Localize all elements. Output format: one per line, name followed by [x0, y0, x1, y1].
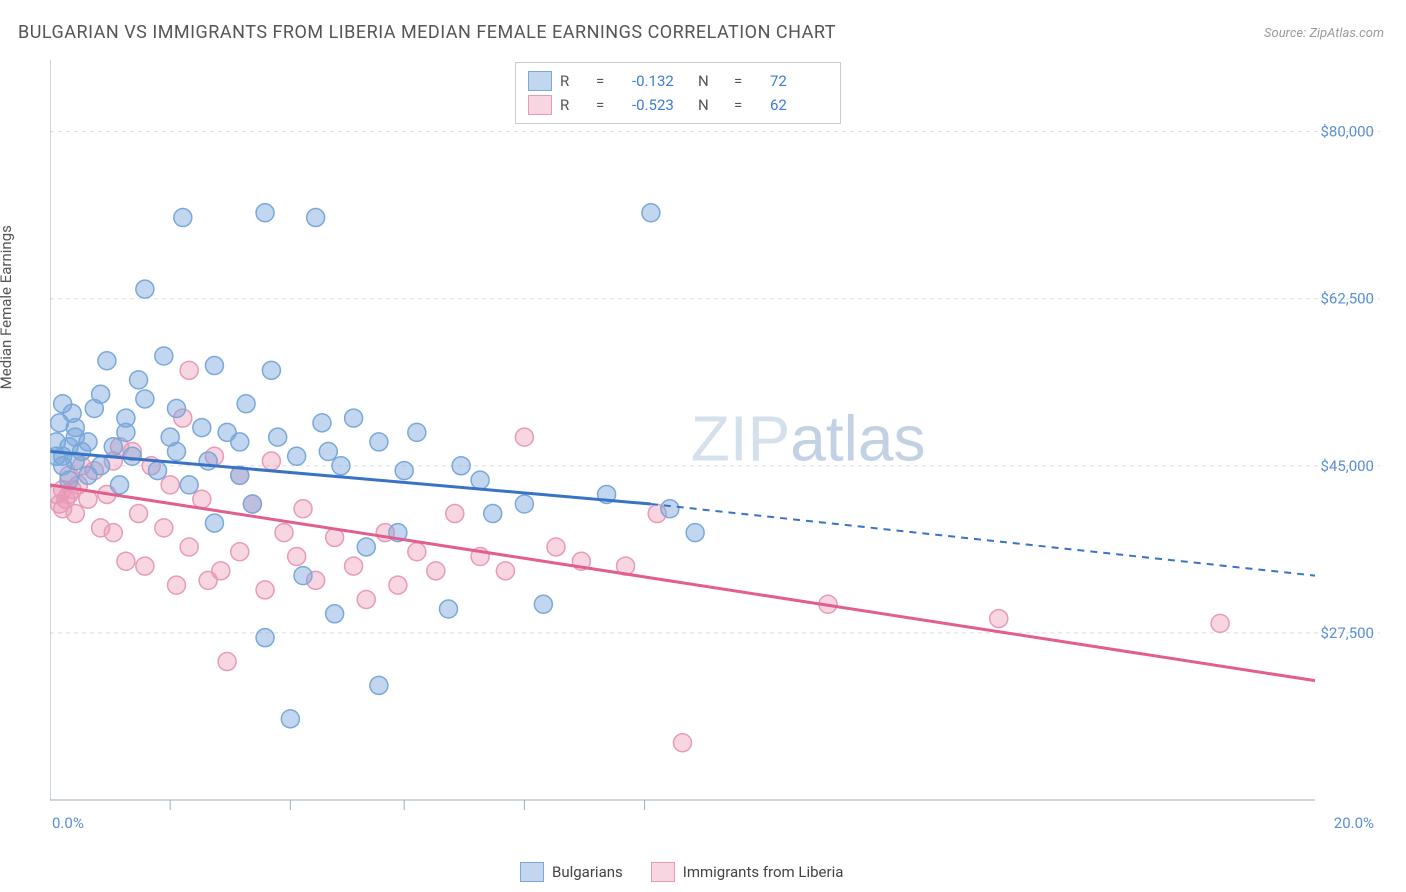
swatch-pink	[651, 862, 675, 882]
stats-r-label: R	[560, 72, 588, 90]
stats-equals: =	[596, 96, 624, 114]
stats-n-blue: 72	[770, 72, 828, 90]
chart-container: BULGARIAN VS IMMIGRANTS FROM LIBERIA MED…	[0, 0, 1406, 892]
y-axis-label: Median Female Earnings	[0, 225, 15, 389]
stats-equals: =	[734, 72, 762, 90]
stats-row-pink: R = -0.523 N = 62	[528, 93, 828, 117]
stats-row-blue: R = -0.132 N = 72	[528, 69, 828, 93]
stats-equals: =	[596, 72, 624, 90]
source-name: ZipAtlas.com	[1309, 26, 1384, 41]
svg-text:$27,500: $27,500	[1320, 624, 1374, 642]
legend-label-pink: Immigrants from Liberia	[683, 863, 844, 881]
swatch-blue	[520, 862, 544, 882]
svg-text:20.0%: 20.0%	[1334, 814, 1374, 830]
svg-text:$80,000: $80,000	[1320, 123, 1374, 141]
svg-text:ZIPatlas: ZIPatlas	[691, 402, 926, 474]
chart-area: $27,500 $45,000 $62,500 $80,000 ZIPatlas 0.0%…	[50, 60, 1380, 830]
stats-r-label: R	[560, 96, 588, 114]
legend-item-pink: Immigrants from Liberia	[651, 862, 844, 882]
plot-svg: $27,500 $45,000 $62,500 $80,000 ZIPatlas 0.0%…	[50, 60, 1380, 830]
stats-n-label: N	[698, 72, 726, 90]
svg-text:$45,000: $45,000	[1320, 457, 1374, 475]
svg-text:0.0%: 0.0%	[52, 814, 84, 830]
chart-title: BULGARIAN VS IMMIGRANTS FROM LIBERIA MED…	[18, 22, 836, 43]
stats-equals: =	[734, 96, 762, 114]
legend-label-blue: Bulgarians	[552, 863, 623, 881]
legend-item-blue: Bulgarians	[520, 862, 623, 882]
swatch-pink	[528, 95, 552, 115]
bottom-legend: Bulgarians Immigrants from Liberia	[520, 862, 843, 882]
stats-r-pink: -0.523	[632, 96, 690, 114]
source-prefix: Source:	[1264, 26, 1309, 41]
swatch-blue	[528, 71, 552, 91]
stats-r-blue: -0.132	[632, 72, 690, 90]
svg-text:$62,500: $62,500	[1320, 290, 1374, 308]
stats-correlation-box: R = -0.132 N = 72 R = -0.523 N = 62	[515, 62, 841, 124]
stats-n-label: N	[698, 96, 726, 114]
stats-n-pink: 62	[770, 96, 828, 114]
source-attribution: Source: ZipAtlas.com	[1264, 26, 1384, 41]
